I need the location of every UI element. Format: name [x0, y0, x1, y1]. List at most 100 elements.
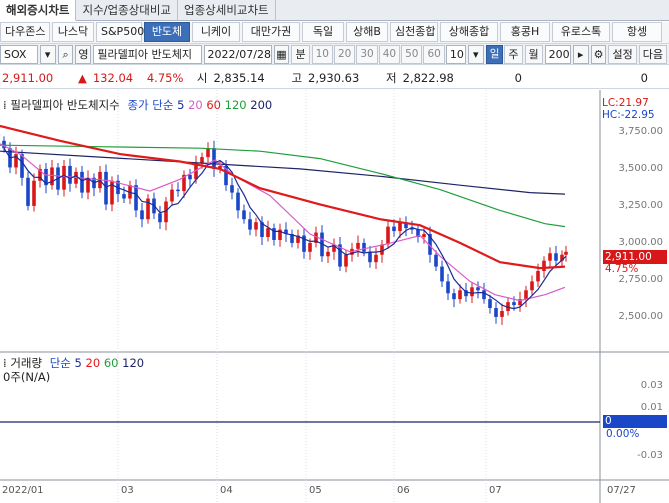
vma5-label: 5	[74, 356, 82, 370]
candle-body	[254, 222, 258, 230]
gear-icon[interactable]: ⚙	[590, 44, 607, 64]
market-shanghai-comp[interactable]: 상해종합	[440, 22, 498, 42]
period-30[interactable]: 30	[356, 44, 378, 64]
candle-body	[62, 165, 66, 190]
candle-body	[564, 251, 568, 255]
up-triangle-icon: ▲	[78, 70, 87, 85]
search-icon[interactable]: ⌕	[57, 44, 74, 64]
ma200-line	[0, 150, 566, 195]
candle-body	[542, 260, 546, 272]
market-nasdaq[interactable]: 나스닥	[52, 22, 94, 42]
settings-button[interactable]: 설정	[608, 44, 637, 64]
candle-body	[20, 154, 24, 178]
current-price: 2,911.00	[2, 70, 54, 85]
y-tick-3250: 3,250.00	[618, 200, 663, 211]
volume-zero-tag: 0	[603, 415, 667, 428]
market-hangseng[interactable]: 항셍	[612, 22, 662, 42]
market-button-bar: 다우존스 나스닥 S&P500 반도체 니케이 대만가권 독일 상해B 심천종합…	[0, 22, 669, 43]
day-button[interactable]: 일	[485, 44, 504, 64]
period-dropdown-icon[interactable]: ▾	[467, 44, 484, 64]
drag-handle-icon[interactable]: ⁞	[3, 356, 7, 370]
market-hongkong-h[interactable]: 홍콩H	[500, 22, 550, 42]
candle-body	[290, 234, 294, 243]
candle-body	[446, 281, 450, 294]
candle-body	[302, 235, 306, 252]
candle-body	[392, 226, 396, 232]
candle-body	[494, 308, 498, 317]
english-toggle-icon[interactable]: 영	[75, 44, 92, 64]
vma60-label: 60	[103, 356, 119, 370]
candle-body	[2, 140, 6, 149]
change-percent: 4.75%	[146, 70, 184, 85]
candle-body	[176, 189, 180, 192]
volume-value: 0	[514, 70, 522, 85]
price-chart[interactable]	[0, 90, 669, 503]
market-dow[interactable]: 다우존스	[0, 22, 50, 42]
month-button[interactable]: 월	[524, 44, 543, 64]
next-button[interactable]: 다음	[638, 44, 667, 64]
market-shanghai-b[interactable]: 상해B	[346, 22, 388, 42]
period-20[interactable]: 20	[333, 44, 356, 64]
candle-body	[314, 232, 318, 243]
market-nikkei[interactable]: 니케이	[192, 22, 240, 42]
vma120-label: 120	[122, 356, 145, 370]
market-eurostoxx[interactable]: 유로스톡	[552, 22, 610, 42]
candle-body	[554, 253, 558, 261]
price-legend: ⁞ 필라델피아 반도체지수 종가 단순 5 20 60 120 200	[3, 97, 272, 113]
tab-index-compare[interactable]: 지수/업종상대비교	[76, 0, 178, 21]
vma20-label: 20	[85, 356, 101, 370]
market-semiconductor[interactable]: 반도체	[144, 22, 190, 42]
week-button[interactable]: 주	[504, 44, 523, 64]
y-tick-3750: 3,750.00	[618, 126, 663, 137]
candle-body	[296, 235, 300, 243]
candle-body	[470, 287, 474, 297]
candle-body	[440, 266, 444, 282]
period-select[interactable]: 10	[445, 44, 466, 64]
control-toolbar: SOX ▾ ⌕ 영 필라델피아 반도체지 2022/07/28 ▦ 분 10 2…	[0, 43, 669, 65]
period-60[interactable]: 60	[423, 44, 445, 64]
amount-value: 0	[640, 70, 648, 85]
candle-body	[188, 174, 192, 180]
candle-body	[530, 281, 534, 291]
y-tick-2750: 2,750.00	[618, 274, 663, 285]
candle-body	[332, 244, 336, 252]
symbol-input[interactable]: SOX	[0, 44, 38, 64]
calendar-icon[interactable]: ▦	[273, 44, 290, 64]
candle-body	[134, 185, 138, 211]
candle-body	[464, 290, 468, 297]
period-50[interactable]: 50	[401, 44, 423, 64]
date-input[interactable]: 2022/07/28	[203, 44, 272, 64]
market-sp500[interactable]: S&P500	[96, 22, 144, 42]
arrow-right-icon[interactable]: ▸	[572, 44, 589, 64]
candle-body	[356, 242, 360, 249]
vol-tick-0.03: 0.03	[640, 380, 663, 391]
candle-body	[230, 185, 234, 193]
candle-body	[560, 254, 564, 261]
candle-body	[284, 229, 288, 235]
ma20-line	[0, 143, 566, 302]
open-label: 시	[196, 70, 208, 85]
candle-body	[434, 254, 438, 267]
drag-handle-icon[interactable]: ⁞	[3, 98, 7, 112]
candle-body	[260, 222, 264, 237]
x-label-04: 04	[220, 485, 233, 496]
ma60-label: 60	[206, 98, 221, 112]
period-40[interactable]: 40	[378, 44, 401, 64]
market-germany[interactable]: 독일	[302, 22, 344, 42]
x-label-07: 07	[489, 485, 502, 496]
market-taiwan[interactable]: 대만가권	[242, 22, 300, 42]
ma120-label: 120	[224, 98, 247, 112]
dropdown-arrow-icon[interactable]: ▾	[39, 44, 56, 64]
period-10[interactable]: 10	[311, 44, 333, 64]
ma20-label: 20	[188, 98, 203, 112]
minute-button[interactable]: 분	[291, 44, 310, 64]
last-price-tag: 2,911.00	[603, 250, 667, 264]
market-shenzhen[interactable]: 심천종합	[390, 22, 438, 42]
count-input[interactable]: 200	[544, 44, 571, 64]
candle-body	[266, 228, 270, 237]
tab-sector-compare[interactable]: 업종상세비교차트	[178, 0, 276, 21]
tab-overseas-chart[interactable]: 해외증시차트	[0, 0, 77, 21]
volume-zero-pct: 0.00%	[606, 428, 640, 440]
high-price: 2,930.63	[308, 70, 360, 85]
x-label-2022-01: 2022/01	[2, 485, 44, 496]
